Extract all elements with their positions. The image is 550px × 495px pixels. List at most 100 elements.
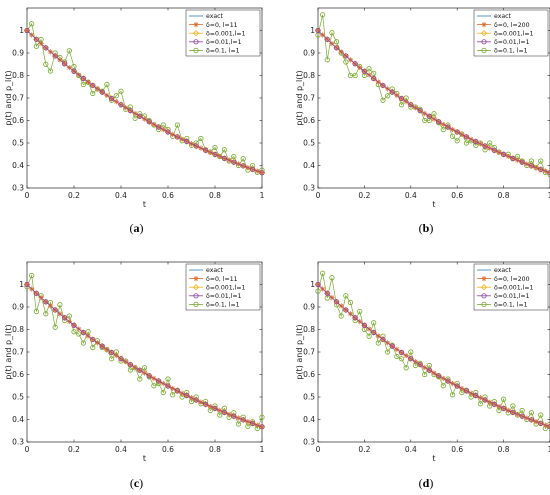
data-point xyxy=(33,290,40,296)
legend-marker xyxy=(481,47,487,54)
legend-entry: exact xyxy=(206,267,224,274)
legend-entry: δ=0.001,l=1 xyxy=(206,30,246,37)
data-point xyxy=(426,113,432,119)
data-point xyxy=(198,135,204,142)
series-line xyxy=(26,22,263,173)
data-point xyxy=(347,299,354,306)
y-tick-label: 0.7 xyxy=(12,94,24,103)
caption-close-paren: ) xyxy=(140,221,144,235)
data-point xyxy=(361,68,367,74)
x-tick-label: 0.6 xyxy=(451,191,463,200)
caption-open-paren: ( xyxy=(419,221,423,235)
data-point xyxy=(99,89,105,95)
y-tick-label: 0.3 xyxy=(303,184,315,193)
x-tick-label: 0.4 xyxy=(115,191,127,200)
data-point xyxy=(463,388,470,394)
y-tick-label: 0.4 xyxy=(12,415,24,424)
data-point xyxy=(33,43,40,49)
y-tick-label: 1 xyxy=(310,26,315,35)
data-point xyxy=(71,322,77,328)
caption-open-paren: ( xyxy=(130,476,134,490)
data-point xyxy=(113,93,119,99)
y-tick-label: 0.5 xyxy=(303,139,315,148)
x-tick-label: 0 xyxy=(25,445,30,454)
data-point xyxy=(454,129,460,135)
data-point xyxy=(52,307,58,313)
data-point xyxy=(193,143,199,149)
x-tick-label: 0.8 xyxy=(209,191,221,200)
data-point xyxy=(440,126,446,133)
legend-marker xyxy=(192,30,200,37)
data-point xyxy=(408,102,414,108)
data-point xyxy=(57,302,63,308)
series-3 xyxy=(315,281,550,430)
data-point xyxy=(170,392,176,398)
data-point xyxy=(71,68,77,74)
legend: exact δ=0, l=11δ=0.001,l=1 δ=0.01,l=1 δ=0.1… xyxy=(185,9,261,57)
data-point xyxy=(333,39,340,45)
data-point xyxy=(366,333,372,339)
legend-entry: δ=0, l=200 xyxy=(494,22,530,29)
data-point xyxy=(398,349,405,356)
x-tick-label: 0.4 xyxy=(405,445,417,454)
y-tick-label: 0.7 xyxy=(303,94,315,103)
y-tick-label: 0.9 xyxy=(12,303,24,312)
y-tick-label: 0.5 xyxy=(303,393,315,402)
data-point xyxy=(538,158,544,164)
legend-entry: δ=0.1, l=1 xyxy=(206,48,240,55)
data-point xyxy=(473,138,479,145)
data-point xyxy=(156,378,162,384)
x-tick-label: 0.6 xyxy=(162,445,174,454)
data-point xyxy=(436,119,442,125)
data-point xyxy=(221,155,227,161)
y-tick-label: 0.8 xyxy=(12,325,24,334)
data-point xyxy=(203,147,209,153)
data-point xyxy=(231,153,237,160)
data-point xyxy=(324,290,330,296)
x-tick-label: 0.8 xyxy=(498,191,510,200)
data-point xyxy=(389,89,395,95)
data-point xyxy=(473,392,479,399)
data-point xyxy=(240,156,246,162)
data-point xyxy=(403,365,409,371)
data-point xyxy=(90,336,96,343)
data-point xyxy=(127,107,133,114)
x-tick-label: 1 xyxy=(548,191,550,200)
y-tick-label: 0.5 xyxy=(12,393,24,402)
data-point xyxy=(343,59,349,65)
data-point xyxy=(221,147,227,153)
x-tick-label: 0.6 xyxy=(162,191,174,200)
data-point xyxy=(463,140,470,146)
y-tick-label: 0.9 xyxy=(12,49,24,58)
data-point xyxy=(109,356,115,362)
data-point xyxy=(422,371,428,378)
data-point xyxy=(137,367,143,373)
x-tick-label: 0 xyxy=(316,445,321,454)
data-point xyxy=(80,340,87,346)
data-point xyxy=(384,349,391,355)
data-point xyxy=(408,349,414,355)
chart-panel-b: 0 0.2 0.4 0.6 0.8 1 0.3 0.4 0.5 0.6 0.7 0.8 0.9 1 t p(t… xyxy=(295,7,550,235)
data-point xyxy=(165,129,171,135)
data-point xyxy=(231,413,237,419)
data-point xyxy=(500,396,507,402)
panel-caption: (b) xyxy=(419,221,434,235)
legend-entry: δ=0.01,l=1 xyxy=(494,39,530,46)
data-point xyxy=(528,417,535,423)
data-point xyxy=(33,36,40,42)
data-point xyxy=(329,30,335,36)
panel-caption: (a) xyxy=(130,221,144,235)
data-point xyxy=(109,95,115,102)
data-point xyxy=(500,405,507,412)
x-tick-label: 0.2 xyxy=(358,191,370,200)
data-point xyxy=(250,420,256,426)
data-point xyxy=(90,82,96,89)
data-point xyxy=(184,138,190,145)
data-point xyxy=(440,383,446,389)
legend-entry: δ=0, l=11 xyxy=(206,22,238,29)
y-tick-label: 0.5 xyxy=(12,139,24,148)
x-tick-label: 0.2 xyxy=(68,445,80,454)
data-point xyxy=(528,410,535,416)
legend-marker xyxy=(481,22,487,28)
